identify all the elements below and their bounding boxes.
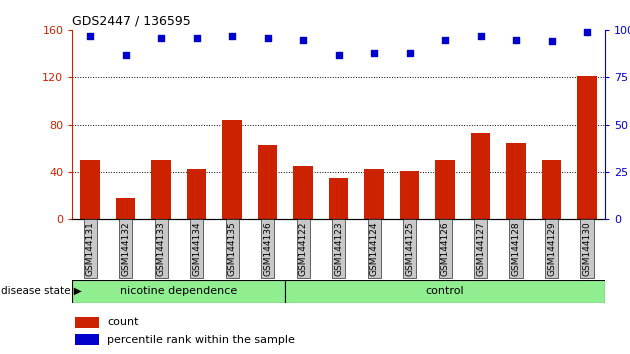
Text: GSM144126: GSM144126 (440, 221, 450, 276)
Text: GSM144127: GSM144127 (476, 221, 485, 276)
Point (546, 39, 557, 44)
Text: GSM144136: GSM144136 (263, 221, 272, 276)
Point (263, 35, 273, 40)
Bar (116, 198, 135, 219)
Bar (75, 317, 99, 327)
Point (511, 37, 521, 42)
Point (156, 35, 166, 40)
Bar (81, 160, 100, 219)
Text: GSM144134: GSM144134 (192, 221, 201, 276)
Point (192, 35, 202, 40)
Point (298, 37, 308, 42)
Bar (577, 76, 597, 219)
Bar (222, 120, 242, 219)
Bar (294, 166, 313, 219)
Point (440, 37, 450, 42)
Bar (471, 133, 490, 219)
Text: GSM144123: GSM144123 (334, 221, 343, 276)
Bar (542, 160, 561, 219)
Text: GSM144132: GSM144132 (121, 221, 130, 276)
Text: GSM144133: GSM144133 (157, 221, 166, 276)
Point (476, 33, 486, 39)
Bar (258, 145, 277, 219)
Text: GSM144122: GSM144122 (299, 222, 307, 276)
Text: percentile rank within the sample: percentile rank within the sample (107, 335, 295, 344)
Point (120, 52, 131, 58)
Bar (285, 280, 605, 303)
Text: GSM144135: GSM144135 (227, 221, 237, 276)
Point (404, 50, 415, 56)
Bar (72, 280, 285, 303)
Text: GSM144124: GSM144124 (370, 222, 379, 276)
Bar (187, 169, 207, 219)
Text: GSM144128: GSM144128 (512, 221, 520, 276)
Point (369, 50, 379, 56)
Bar (364, 169, 384, 219)
Bar (400, 171, 420, 219)
Bar (151, 160, 171, 219)
Text: control: control (426, 286, 464, 296)
Point (582, 29, 592, 35)
Bar (75, 335, 99, 345)
Text: GDS2447 / 136595: GDS2447 / 136595 (72, 14, 191, 27)
Text: GSM144131: GSM144131 (86, 221, 94, 276)
Text: GSM144129: GSM144129 (547, 221, 556, 276)
Text: count: count (107, 317, 139, 327)
Point (227, 33, 237, 39)
Text: GSM144125: GSM144125 (405, 221, 414, 276)
Point (85, 33, 95, 39)
Text: GSM144130: GSM144130 (583, 221, 592, 276)
Bar (435, 160, 455, 219)
Point (333, 52, 343, 58)
Bar (329, 178, 348, 219)
Text: nicotine dependence: nicotine dependence (120, 286, 238, 296)
Text: disease state ▶: disease state ▶ (1, 286, 82, 296)
Bar (507, 143, 526, 219)
